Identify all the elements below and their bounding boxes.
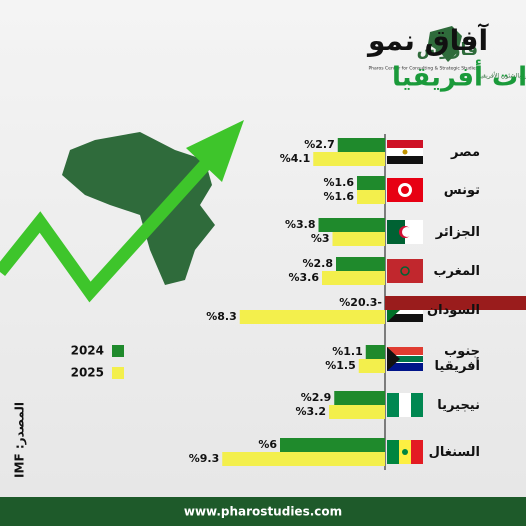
legend-label: 2024: [71, 344, 104, 358]
bar: [336, 257, 385, 271]
value-label: %2.9: [301, 391, 332, 404]
logo-name: فاروس: [417, 40, 478, 60]
bar: [358, 359, 385, 373]
flag-part: [411, 393, 423, 417]
bar: [337, 138, 385, 152]
bar: [334, 391, 385, 405]
flag-part: [402, 449, 408, 455]
flag-part: [399, 393, 411, 417]
footer-url: www.pharostudies.com: [184, 505, 342, 519]
value-label: %2.7: [304, 138, 335, 151]
flag-part: [401, 186, 409, 194]
footer-band: [0, 497, 526, 526]
flag-part: [387, 140, 423, 148]
arrow-head: [186, 120, 244, 182]
flags: [387, 140, 423, 464]
value-label: %9.3: [189, 452, 220, 465]
bar: [322, 271, 385, 285]
legend-swatch: [112, 367, 124, 379]
value-label: %1.5: [325, 359, 356, 372]
value-label: %6: [258, 438, 277, 451]
flag-part: [387, 220, 405, 244]
bar: [239, 310, 385, 324]
value-label: %3.6: [288, 271, 319, 284]
country-name: تونس: [443, 182, 480, 198]
country-name: المغرب: [433, 263, 480, 279]
value-label: %8.3: [206, 310, 237, 323]
value-label: %2.8: [302, 257, 333, 270]
bar: [365, 345, 385, 359]
value-label: %3.8: [285, 218, 316, 231]
bar: [222, 452, 385, 466]
value-label: %3: [311, 232, 330, 245]
flag-part: [387, 393, 399, 417]
value-label: %1.6: [323, 176, 354, 189]
flag-part: [411, 440, 423, 464]
africa-map: [62, 132, 215, 285]
legend-label: 2025: [71, 366, 104, 380]
bar: [318, 218, 385, 232]
bar: [385, 296, 526, 310]
growth-arrow: [0, 160, 210, 303]
flag-part: [387, 347, 400, 371]
country-name: نيجيريا: [437, 397, 480, 413]
flag-part: [387, 314, 423, 322]
country-name: جنوب أفريقيا: [434, 344, 480, 374]
value-label: %4.1: [280, 152, 311, 165]
value-label: %20.3-: [339, 296, 382, 309]
bar: [329, 405, 385, 419]
bar: [357, 190, 385, 204]
bar: [332, 232, 385, 246]
logo-en: Pharos Center for Consulting & Strategic…: [368, 66, 478, 72]
value-label: %1.1: [332, 345, 363, 358]
logo-ar: مركز بحثي مختص بالشئون الأفريقية: [478, 72, 526, 80]
bar: [280, 438, 385, 452]
value-label: %1.6: [323, 190, 354, 203]
flag-part: [387, 363, 423, 371]
country-name: مصر: [451, 144, 480, 160]
bar: [357, 176, 385, 190]
flag-part: [405, 220, 423, 244]
source: المصدر: IMF: [13, 402, 27, 478]
subtitle: اقتصادات أفريقيا: [392, 60, 526, 93]
legend-swatch: [112, 345, 124, 357]
flag-part: [387, 156, 423, 164]
value-label: %3.2: [295, 405, 326, 418]
country-name: السنغال: [428, 444, 480, 460]
country-name: السودان: [427, 302, 480, 318]
flag-part: [387, 259, 423, 283]
country-name: الجزائر: [435, 224, 480, 240]
flag-part: [397, 356, 423, 362]
bars: [222, 138, 526, 466]
title: آفاق نمو: [366, 23, 489, 57]
flag-part: [387, 440, 399, 464]
flag-part: [402, 227, 412, 237]
flag-part: [387, 347, 423, 355]
bar: [313, 152, 385, 166]
flag-part: [402, 149, 408, 155]
logo-map: [428, 26, 462, 62]
flag-part: [400, 266, 410, 276]
